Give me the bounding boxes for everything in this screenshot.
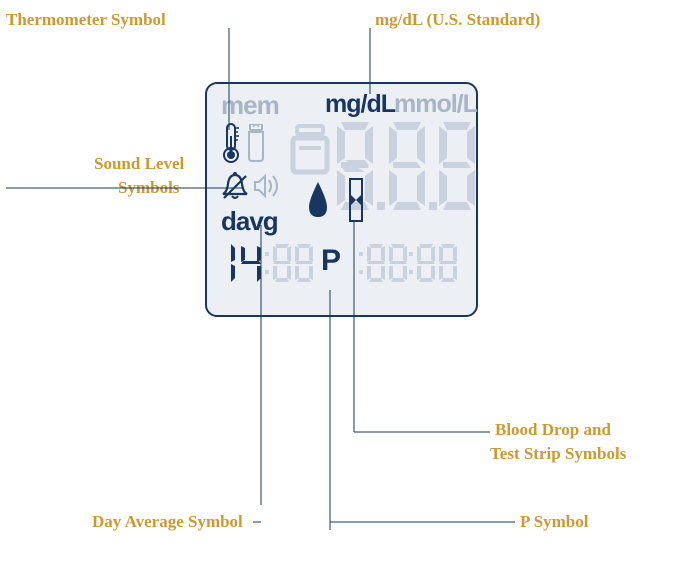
sound-waves-icon — [251, 172, 281, 200]
label-mgdl: mg/dL (U.S. Standard) — [375, 10, 540, 30]
mem-indicator: mem — [221, 90, 279, 121]
lcd-screen: mem mg/dL mmol/L — [205, 82, 478, 317]
mgdl-unit: mg/dL — [325, 90, 395, 119]
test-strip-icon — [349, 178, 363, 222]
label-blood-2: Test Strip Symbols — [490, 444, 626, 464]
davg-indicator: davg — [221, 206, 278, 237]
label-blood-1: Blood Drop and — [495, 420, 611, 440]
bottle-icon — [245, 124, 267, 162]
label-day-avg: Day Average Symbol — [92, 512, 243, 532]
label-sound-1: Sound Level — [94, 154, 184, 174]
p-indicator: P — [321, 244, 341, 278]
label-p-symbol: P Symbol — [520, 512, 589, 532]
thermometer-icon — [221, 122, 241, 164]
bell-icon — [221, 172, 249, 202]
blood-drop-icon — [303, 180, 333, 220]
label-sound-2: Symbols — [118, 178, 179, 198]
mmol-unit: mmol/L — [394, 90, 477, 119]
label-thermometer: Thermometer Symbol — [6, 10, 166, 30]
container-icon — [289, 124, 331, 176]
bottom-digits — [217, 242, 473, 284]
